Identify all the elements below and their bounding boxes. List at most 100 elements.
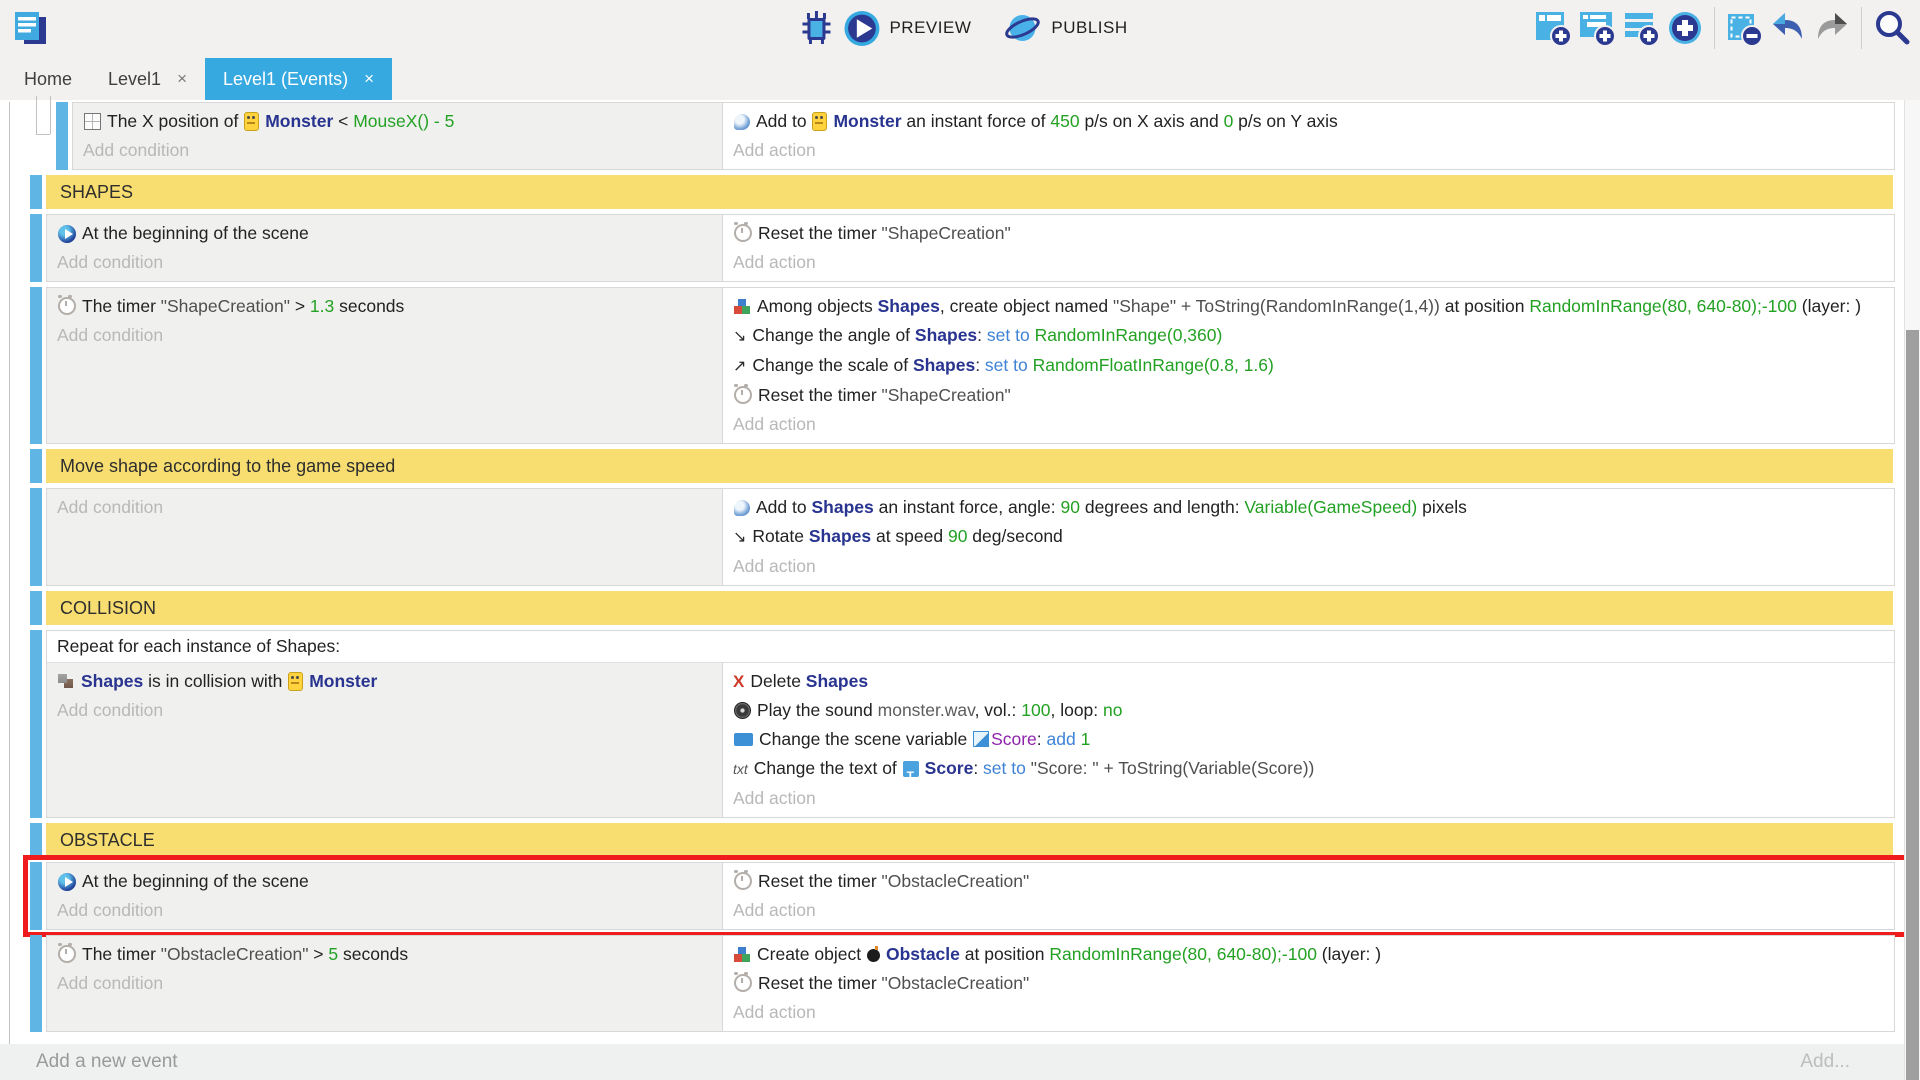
tab-level1-events[interactable]: Level1 (Events) × [205,58,392,100]
text: > [308,944,329,964]
add-comment-icon[interactable] [1622,9,1660,47]
add-event-icon[interactable] [1534,9,1572,47]
text: The timer [82,944,161,964]
value-text: 1.3 [309,296,335,316]
timer-icon [734,972,752,992]
text: , vol.: [974,700,1022,720]
add-condition-link[interactable]: Add condition [57,700,164,720]
event-selection-bar[interactable] [30,862,42,930]
event-group-row: OBSTACLE [30,823,1920,857]
add-action-link[interactable]: Add action [733,140,816,160]
debug-chip-icon[interactable] [798,10,834,46]
action-line[interactable]: Reset the timer "ShapeCreation" [733,381,1884,410]
tab-close-icon[interactable]: × [177,69,187,88]
event-selection-bar[interactable] [30,175,42,209]
redo-icon[interactable] [1813,9,1851,47]
event-selection-bar[interactable] [30,823,42,857]
add-action-link[interactable]: Add action [733,1002,816,1022]
event-selection-bar[interactable] [30,488,42,586]
monster-object-icon [244,112,260,131]
action-line[interactable]: Change the scene variable Score: add 1 [733,725,1884,764]
force-icon [734,114,750,130]
action-line[interactable]: Add to Monster an instant force of 450 p… [733,107,1884,136]
event-selection-bar[interactable] [30,591,42,625]
condition-line[interactable]: At the beginning of the scene [57,867,712,896]
action-line[interactable]: ↘ Change the angle of Shapes: set to Rand… [733,321,1884,351]
action-line[interactable]: Reset the timer "ShapeCreation" [733,219,1884,248]
actions-cell: Reset the timer "ShapeCreation" Add actio… [723,215,1894,281]
event-group-header[interactable]: OBSTACLE [46,823,1893,857]
foreach-header[interactable]: Repeat for each instance of Shapes: [57,636,341,656]
add-circle-icon[interactable] [1666,9,1704,47]
text: (layer: ) [1796,296,1862,316]
condition-line[interactable]: Shapes is in collision with Monster [57,667,712,696]
string-expression: "ObstacleCreation" [160,944,309,964]
add-more-link[interactable]: Add... [1800,1051,1850,1072]
event-row-highlighted: At the beginning of the scene Add conditi… [23,855,1920,937]
add-condition-link[interactable]: Add condition [57,900,164,920]
action-line[interactable]: Reset the timer "ObstacleCreation" [733,969,1884,998]
condition-line[interactable]: The timer "ObstacleCreation" > 5 seconds [57,940,712,969]
search-icon[interactable] [1872,8,1912,48]
tab-home[interactable]: Home [6,58,90,100]
add-action-link[interactable]: Add action [733,900,816,920]
undo-icon[interactable] [1769,9,1807,47]
text: : [1036,729,1047,749]
add-subevent-icon[interactable] [1578,9,1616,47]
actions-cell: Among objects Shapes, create object name… [723,288,1894,443]
value-text: 90 [947,526,968,546]
action-line[interactable]: Among objects Shapes, create object name… [733,292,1884,321]
text: Reset the timer [758,973,882,993]
action-line[interactable]: txt Change the text of Score: set to "Sco… [733,754,1884,791]
bomb-object-icon [866,946,880,962]
preview-button[interactable]: PREVIEW [889,18,972,37]
event-selection-bar[interactable] [30,935,42,1032]
add-condition-link[interactable]: Add condition [57,973,164,993]
tab-level1[interactable]: Level1 × [90,58,205,100]
text: , loop: [1050,700,1104,720]
add-action-link[interactable]: Add action [733,556,816,576]
action-line[interactable]: Create object Obstacle at position Rando… [733,940,1884,969]
action-line[interactable]: ↘ Rotate Shapes at speed 90 deg/second [733,522,1884,552]
add-condition-link[interactable]: Add condition [57,325,164,345]
tab-close-icon[interactable]: × [364,69,374,88]
action-line[interactable]: Play the sound monster.wav, vol.: 100, l… [733,696,1884,725]
add-condition-link[interactable]: Add condition [83,140,190,160]
add-action-link[interactable]: Add action [733,788,816,808]
action-line[interactable]: X Delete Shapes [733,667,1884,696]
object-name: Shapes [877,296,940,316]
condition-line[interactable]: The X position of Monster < MouseX() - 5 [83,107,712,136]
value-text: 450 [1050,111,1080,131]
add-action-link[interactable]: Add action [733,414,816,434]
event-group-header[interactable]: COLLISION [46,591,1893,625]
event-selection-bar[interactable] [30,449,42,483]
add-action-link[interactable]: Add action [733,252,816,272]
condition-line[interactable]: The timer "ShapeCreation" > 1.3 seconds [57,292,712,321]
event-group-header[interactable]: Move shape according to the game speed [46,449,1893,483]
action-line[interactable]: Reset the timer "ObstacleCreation" [733,867,1884,896]
resource-name: monster.wav [877,700,975,720]
condition-line[interactable]: At the beginning of the scene [57,219,712,248]
add-condition-link[interactable]: Add condition [57,497,164,517]
preview-play-icon[interactable] [843,10,880,47]
action-line[interactable]: ↗ Change the scale of Shapes: set to Rand… [733,351,1884,381]
string-expression: "ShapeCreation" [160,296,290,316]
add-condition-link[interactable]: Add condition [57,252,164,272]
scrollbar-thumb[interactable] [1906,330,1919,1080]
vertical-scrollbar[interactable] [1904,100,1920,1080]
action-line[interactable]: Add to Shapes an instant force, angle: 9… [733,493,1884,522]
publish-planet-icon[interactable] [1002,9,1042,47]
event-selection-bar[interactable] [30,630,42,818]
conditions-cell: The timer "ObstacleCreation" > 5 seconds… [47,936,723,1031]
text: an instant force, angle: [873,497,1061,517]
delete-selection-icon[interactable] [1725,9,1763,47]
event-selection-bar[interactable] [30,214,42,282]
add-new-event-link[interactable]: Add a new event [36,1051,178,1072]
event-group-header[interactable]: SHAPES [46,175,1893,209]
publish-button[interactable]: PUBLISH [1051,18,1128,37]
event-selection-bar[interactable] [56,102,68,170]
event-selection-bar[interactable] [30,287,42,444]
event-row: At the beginning of the scene Add conditi… [30,214,1920,282]
gdevelop-logo-icon[interactable] [10,8,50,48]
text: is in collision with [143,671,288,691]
